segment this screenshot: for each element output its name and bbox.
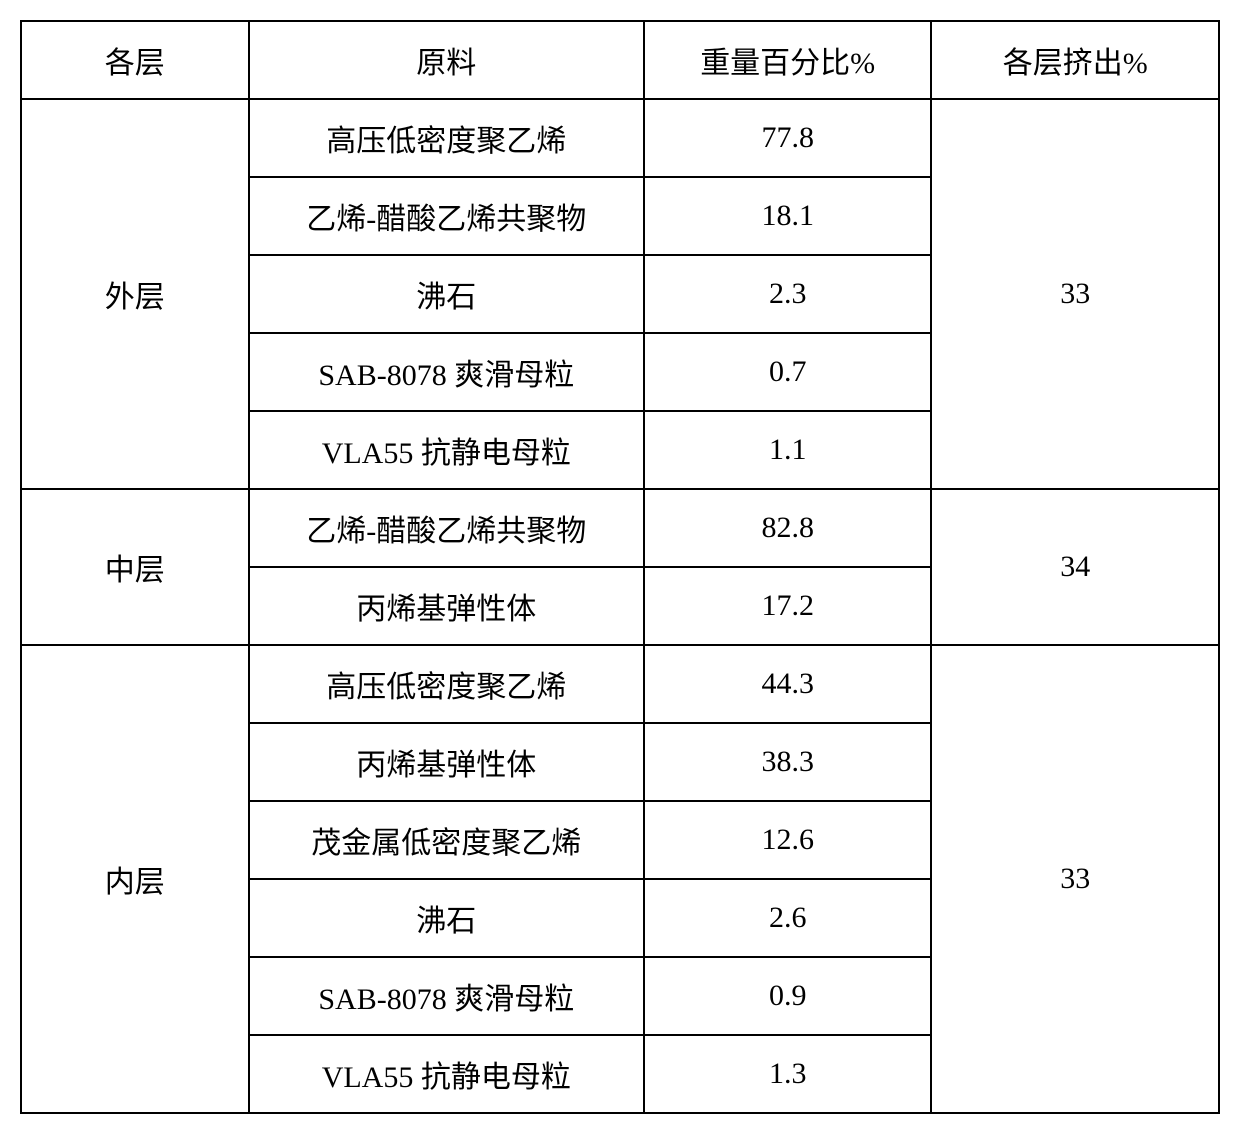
material-cell: VLA55 抗静电母粒 <box>249 411 644 489</box>
header-material: 原料 <box>249 21 644 99</box>
weight-cell: 77.8 <box>644 99 932 177</box>
material-cell: 丙烯基弹性体 <box>249 723 644 801</box>
header-extrude: 各层挤出% <box>931 21 1219 99</box>
material-cell: 乙烯-醋酸乙烯共聚物 <box>249 489 644 567</box>
weight-cell: 0.7 <box>644 333 932 411</box>
weight-cell: 18.1 <box>644 177 932 255</box>
material-cell: 乙烯-醋酸乙烯共聚物 <box>249 177 644 255</box>
material-cell: 茂金属低密度聚乙烯 <box>249 801 644 879</box>
extrude-cell: 34 <box>931 489 1219 645</box>
material-cell: VLA55 抗静电母粒 <box>249 1035 644 1113</box>
material-cell: SAB-8078 爽滑母粒 <box>249 333 644 411</box>
weight-cell: 38.3 <box>644 723 932 801</box>
material-cell: 高压低密度聚乙烯 <box>249 645 644 723</box>
material-cell: 沸石 <box>249 879 644 957</box>
table-body: 外层 高压低密度聚乙烯 77.8 33 乙烯-醋酸乙烯共聚物 18.1 沸石 2… <box>21 99 1219 1113</box>
weight-cell: 1.1 <box>644 411 932 489</box>
material-cell: 高压低密度聚乙烯 <box>249 99 644 177</box>
weight-cell: 17.2 <box>644 567 932 645</box>
composition-table: 各层 原料 重量百分比% 各层挤出% 外层 高压低密度聚乙烯 77.8 33 乙… <box>20 20 1220 1114</box>
material-cell: 丙烯基弹性体 <box>249 567 644 645</box>
weight-cell: 12.6 <box>644 801 932 879</box>
layer-cell: 内层 <box>21 645 249 1113</box>
table-row: 中层 乙烯-醋酸乙烯共聚物 82.8 34 <box>21 489 1219 567</box>
header-layer: 各层 <box>21 21 249 99</box>
weight-cell: 2.6 <box>644 879 932 957</box>
weight-cell: 2.3 <box>644 255 932 333</box>
weight-cell: 82.8 <box>644 489 932 567</box>
material-cell: 沸石 <box>249 255 644 333</box>
material-cell: SAB-8078 爽滑母粒 <box>249 957 644 1035</box>
table-row: 外层 高压低密度聚乙烯 77.8 33 <box>21 99 1219 177</box>
header-weight: 重量百分比% <box>644 21 932 99</box>
weight-cell: 0.9 <box>644 957 932 1035</box>
weight-cell: 44.3 <box>644 645 932 723</box>
weight-cell: 1.3 <box>644 1035 932 1113</box>
table-header-row: 各层 原料 重量百分比% 各层挤出% <box>21 21 1219 99</box>
table-container: 各层 原料 重量百分比% 各层挤出% 外层 高压低密度聚乙烯 77.8 33 乙… <box>20 20 1220 1114</box>
layer-cell: 外层 <box>21 99 249 489</box>
extrude-cell: 33 <box>931 99 1219 489</box>
layer-cell: 中层 <box>21 489 249 645</box>
table-row: 内层 高压低密度聚乙烯 44.3 33 <box>21 645 1219 723</box>
extrude-cell: 33 <box>931 645 1219 1113</box>
